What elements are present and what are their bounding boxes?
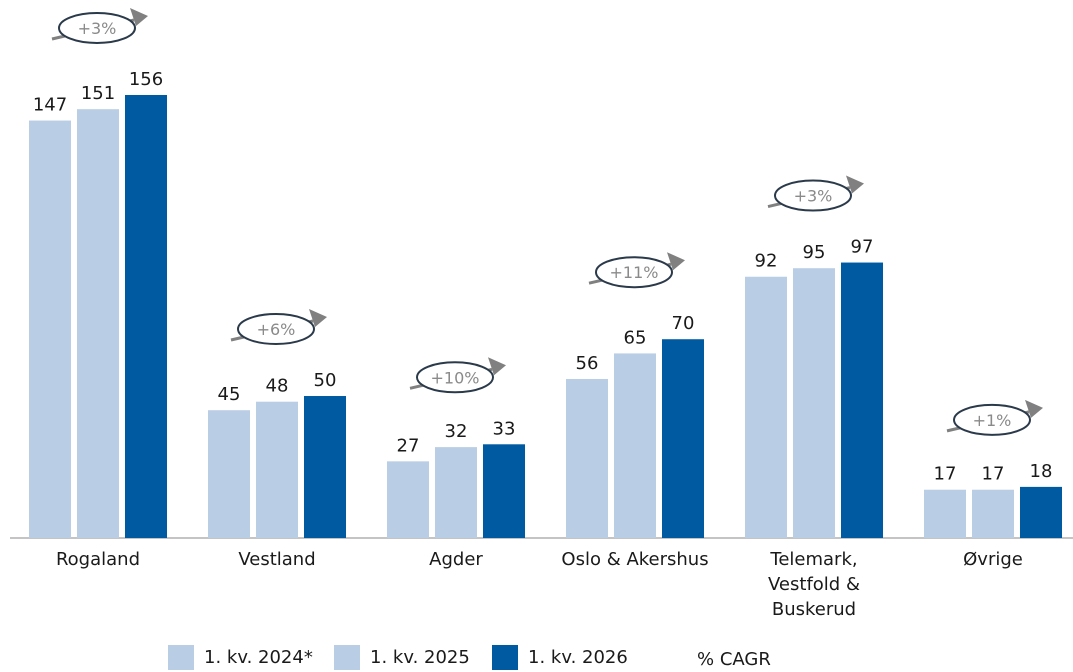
bar bbox=[77, 109, 119, 538]
bar bbox=[256, 401, 298, 538]
x-tick-label: Oslo & Akershus bbox=[561, 549, 709, 570]
cagr-arrowhead bbox=[1025, 399, 1043, 418]
value-label: 95 bbox=[803, 242, 826, 263]
value-label: 70 bbox=[672, 313, 695, 334]
cagr-arrowhead bbox=[667, 252, 685, 271]
value-label: 27 bbox=[397, 435, 420, 456]
legend-label: % CAGR bbox=[697, 649, 771, 670]
bar bbox=[793, 268, 835, 538]
value-label: 56 bbox=[576, 353, 599, 374]
bar bbox=[304, 396, 346, 538]
legend-label: 1. kv. 2026 bbox=[528, 647, 628, 668]
value-label: 32 bbox=[445, 421, 468, 442]
legend-label: 1. kv. 2024* bbox=[204, 647, 313, 668]
cagr-label: +1% bbox=[973, 411, 1012, 430]
value-label: 151 bbox=[81, 83, 115, 104]
bar bbox=[1020, 486, 1062, 538]
cagr-label: +6% bbox=[257, 320, 296, 339]
value-label: 156 bbox=[129, 69, 163, 90]
bar bbox=[841, 262, 883, 538]
cagr-badge bbox=[595, 256, 673, 289]
value-label: 65 bbox=[624, 327, 647, 348]
value-label: 48 bbox=[266, 376, 289, 397]
bar bbox=[483, 444, 525, 538]
bar bbox=[924, 489, 966, 538]
cagr-badge bbox=[416, 361, 494, 394]
bar bbox=[435, 447, 477, 538]
bar bbox=[387, 461, 429, 538]
legend-swatch bbox=[492, 645, 518, 670]
bar bbox=[745, 276, 787, 538]
bar bbox=[614, 353, 656, 538]
bar bbox=[29, 120, 71, 539]
value-label: 17 bbox=[934, 464, 957, 485]
value-label: 18 bbox=[1030, 461, 1053, 482]
cagr-label: +3% bbox=[78, 19, 117, 38]
cagr-label: +3% bbox=[794, 187, 833, 206]
cagr-badge bbox=[774, 179, 852, 212]
bar bbox=[125, 95, 167, 538]
cagr-label: +11% bbox=[610, 263, 659, 282]
value-label: 50 bbox=[314, 370, 337, 391]
value-label: 97 bbox=[851, 237, 874, 258]
legend-swatch bbox=[168, 645, 194, 670]
bar bbox=[208, 410, 250, 538]
value-label: 33 bbox=[493, 418, 516, 439]
cagr-arrowhead bbox=[488, 357, 506, 376]
x-tick-label: Agder bbox=[429, 549, 483, 570]
x-tick-label: Vestland bbox=[238, 549, 316, 570]
value-label: 45 bbox=[218, 384, 241, 405]
value-label: 92 bbox=[755, 251, 778, 272]
cagr-badge bbox=[237, 313, 315, 346]
cagr-badge bbox=[953, 403, 1031, 436]
bar bbox=[566, 378, 608, 538]
cagr-label: +10% bbox=[431, 368, 480, 387]
cagr-arrowhead bbox=[309, 309, 327, 328]
cagr-arrowhead bbox=[130, 8, 148, 26]
legend-label: 1. kv. 2025 bbox=[370, 647, 470, 668]
x-tick-label: Telemark, Vestfold & Buskerud bbox=[768, 549, 860, 620]
legend-swatch bbox=[334, 645, 360, 670]
value-label: 17 bbox=[982, 464, 1005, 485]
bar bbox=[662, 339, 704, 538]
value-label: 147 bbox=[33, 95, 67, 116]
cagr-arrowhead bbox=[846, 175, 864, 194]
bar bbox=[972, 489, 1014, 538]
x-tick-label: Rogaland bbox=[55, 549, 141, 570]
cagr-badge bbox=[58, 12, 136, 44]
x-tick-label: Øvrige bbox=[963, 549, 1023, 570]
